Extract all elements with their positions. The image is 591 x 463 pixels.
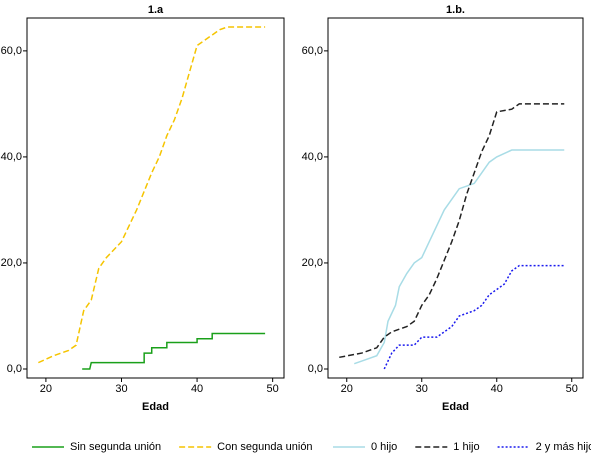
- x-tick-label: 40: [491, 383, 503, 395]
- x-axis-label: Edad: [142, 401, 169, 413]
- legend-label: Con segunda unión: [217, 441, 312, 453]
- legend-label: 2 y más hijos: [536, 441, 591, 453]
- y-tick-label: 0,0: [308, 363, 323, 375]
- chart-title: 1.a: [148, 4, 164, 16]
- y-tick-label: 60,0: [1, 45, 22, 57]
- y-tick-label: 0,0: [7, 363, 22, 375]
- legend-label: 1 hijo: [453, 441, 479, 453]
- series-line: [82, 332, 266, 370]
- chart-title: 1.b.: [446, 4, 465, 16]
- x-tick-label: 50: [566, 383, 578, 395]
- series-line: [354, 149, 565, 365]
- x-tick-label: 40: [191, 383, 203, 395]
- x-tick-label: 30: [416, 383, 428, 395]
- x-tick-label: 50: [267, 383, 279, 395]
- x-tick-label: 20: [40, 383, 52, 395]
- y-tick-label: 20,0: [1, 257, 22, 269]
- x-tick-label: 30: [115, 383, 127, 395]
- plot-frame: [327, 17, 584, 379]
- legend-label: Sin segunda unión: [70, 441, 161, 453]
- y-tick-label: 40,0: [302, 151, 323, 163]
- y-tick-label: 60,0: [302, 45, 323, 57]
- plot-frame: [26, 17, 285, 379]
- y-tick-label: 40,0: [1, 151, 22, 163]
- series-line: [383, 264, 565, 370]
- x-tick-label: 20: [341, 383, 353, 395]
- y-tick-label: 20,0: [302, 257, 323, 269]
- x-axis-label: Edad: [442, 401, 469, 413]
- series-line: [339, 103, 565, 359]
- legend-label: 0 hijo: [371, 441, 397, 453]
- series-line: [38, 26, 266, 364]
